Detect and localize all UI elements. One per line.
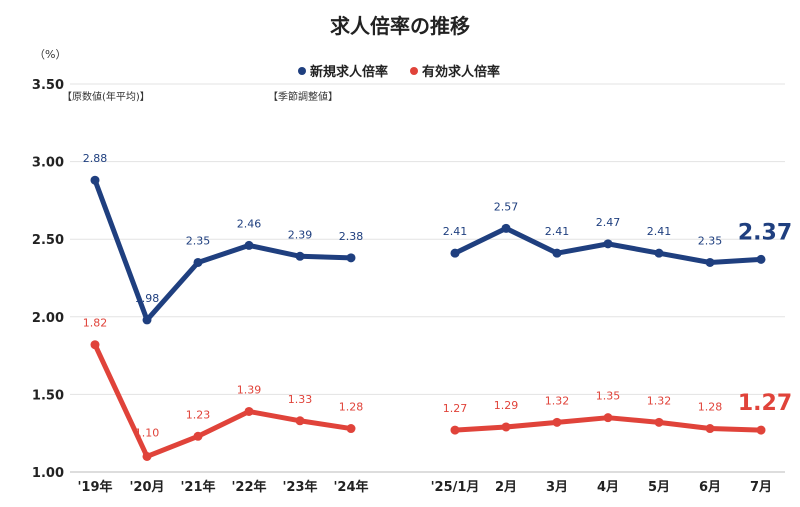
data-point-new: [142, 315, 152, 325]
x-tick-label: '25/1月: [431, 480, 480, 495]
data-label-active: 1.35: [596, 390, 621, 403]
data-label-new: 2.37: [738, 220, 792, 245]
data-point-active: [193, 431, 203, 441]
data-label-active: 1.10: [135, 426, 160, 439]
data-label-active: 1.23: [186, 408, 211, 421]
data-label-new: 2.41: [443, 225, 468, 238]
data-label-active: 1.33: [288, 393, 313, 406]
data-label-new: 2.88: [83, 152, 108, 165]
legend-label-active: 有効求人倍率: [422, 64, 500, 80]
data-label-active: 1.32: [545, 394, 570, 407]
x-tick-label: 7月: [750, 480, 772, 495]
x-tick-label: 3月: [546, 480, 568, 495]
data-label-new: 2.38: [339, 230, 364, 243]
data-label-active: 1.82: [83, 317, 108, 330]
data-label-active: 1.28: [339, 401, 364, 414]
data-point-new: [501, 223, 511, 233]
data-point-active: [654, 417, 664, 427]
data-point-new: [90, 175, 100, 185]
series-line-new-0: [92, 177, 354, 323]
x-tick-label: '21年: [180, 479, 215, 495]
chart-title: 求人倍率の推移: [330, 14, 470, 38]
y-axis: 1.00 1.50 2.00 2.50 3.00 3.50: [32, 78, 64, 481]
data-point-new: [244, 240, 254, 250]
data-label-new: 1.98: [135, 292, 160, 305]
data-point-new: [346, 253, 356, 263]
data-point-active: [142, 451, 152, 461]
grid: [70, 83, 785, 473]
x-tick-label: 6月: [699, 480, 721, 495]
y-tick-label: 1.50: [32, 388, 64, 403]
data-point-active: [244, 406, 254, 416]
data-label-new: 2.35: [186, 234, 211, 247]
data-label-new: 2.41: [545, 225, 570, 238]
note-annual: 【原数値(年平均)】: [62, 90, 150, 103]
series-line-active-0: [92, 342, 354, 459]
x-tick-label: 2月: [495, 480, 517, 495]
note-seasonal: 【季節調整値】: [268, 90, 338, 103]
x-tick-label: '24年: [333, 479, 368, 495]
data-point-new: [295, 251, 305, 261]
data-point-active: [295, 416, 305, 426]
data-point-new: [603, 239, 613, 249]
data-point-active: [552, 417, 562, 427]
data-label-new: 2.41: [647, 225, 672, 238]
legend-marker-new: [298, 67, 306, 75]
y-tick-label: 3.50: [32, 78, 64, 93]
data-point-active: [756, 425, 766, 435]
data-label-active: 1.32: [647, 394, 672, 407]
data-label-active: 1.39: [237, 383, 262, 396]
data-label-new: 2.47: [596, 216, 621, 229]
data-point-active: [90, 340, 100, 350]
x-tick-label: 5月: [648, 480, 670, 495]
x-tick-label: '20月: [129, 480, 164, 495]
y-tick-label: 2.50: [32, 233, 64, 248]
data-point-new: [193, 257, 203, 267]
y-tick-label: 3.00: [32, 156, 64, 171]
legend-label-new: 新規求人倍率: [310, 64, 388, 80]
x-tick-label: '22年: [231, 479, 266, 495]
legend: 新規求人倍率 有効求人倍率: [298, 64, 500, 80]
data-point-new: [450, 248, 460, 258]
x-tick-label: '19年: [77, 479, 112, 495]
series-group: 2.88 1.98 2.35 2.46 2.39 2.38 2.41 2.57 2.41 2.47…: [83, 152, 792, 461]
legend-marker-active: [410, 67, 418, 75]
data-point-active: [450, 425, 460, 435]
data-label-new: 2.35: [698, 234, 723, 247]
x-axis: '19年 '20月 '21年 '22年 '23年 '24年 '25/1月 2月 3月 4月 5月 6月…: [77, 479, 772, 495]
data-label-active: 1.29: [494, 399, 519, 412]
y-unit-label: （%）: [34, 48, 66, 61]
data-point-active: [346, 424, 356, 434]
data-label-active: 1.27: [443, 402, 468, 415]
data-label-active: 1.28: [698, 401, 723, 414]
data-point-new: [552, 248, 562, 258]
data-point-new: [654, 248, 664, 258]
data-point-new: [756, 254, 766, 264]
x-tick-label: 4月: [597, 480, 619, 495]
data-label-new: 2.57: [494, 200, 519, 213]
data-label-new: 2.46: [237, 217, 262, 230]
data-point-active: [705, 424, 715, 434]
data-point-active: [603, 413, 613, 423]
x-tick-label: '23年: [282, 479, 317, 495]
data-label-new: 2.39: [288, 228, 313, 241]
data-label-active: 1.27: [738, 391, 792, 416]
data-point-active: [501, 422, 511, 432]
y-tick-label: 1.00: [32, 466, 64, 481]
data-point-new: [705, 257, 715, 267]
y-tick-label: 2.00: [32, 311, 64, 326]
